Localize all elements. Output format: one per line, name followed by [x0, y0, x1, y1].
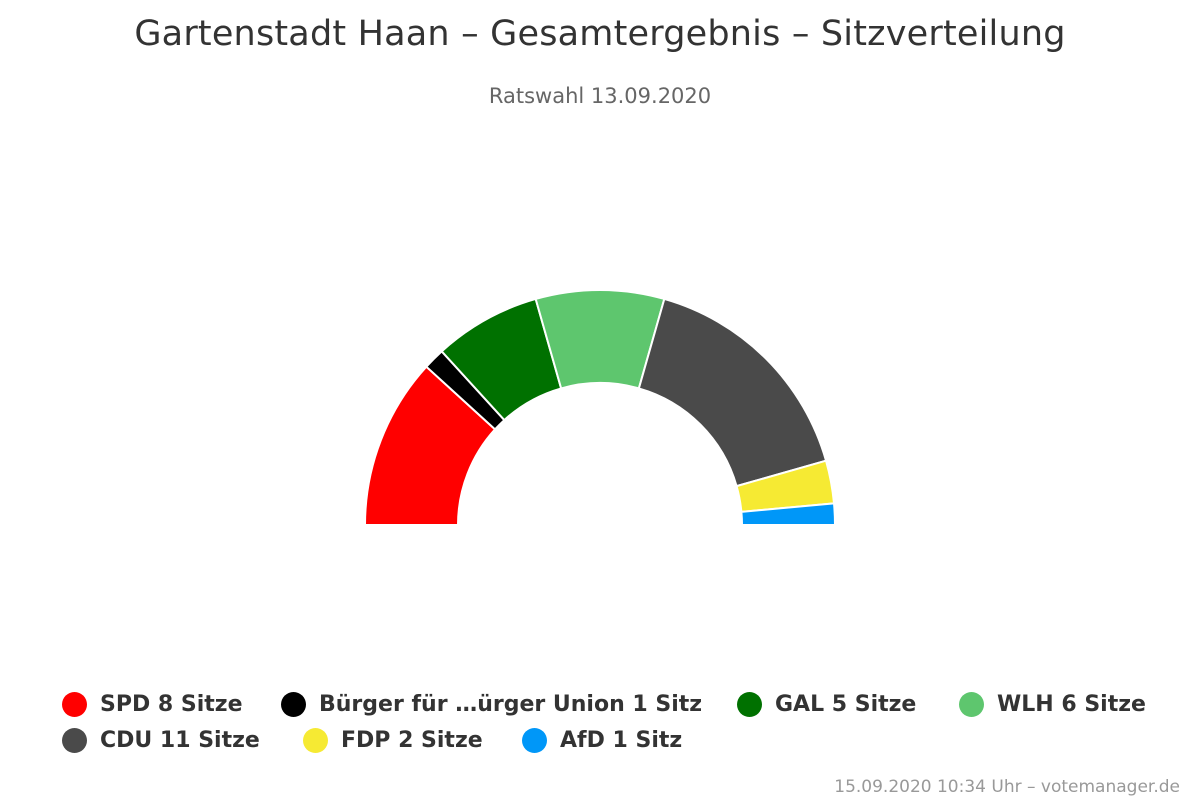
slice-cdu[interactable]	[637, 297, 828, 488]
legend-marker-spd	[62, 691, 87, 717]
legend-marker-wlh	[959, 691, 984, 717]
legend-item-wlh[interactable]: WLH 6 Sitze	[959, 686, 1146, 722]
legend-marker-gal	[737, 691, 762, 717]
legend-label-fdp: FDP 2 Sitze	[341, 727, 483, 753]
legend-marker-cdu	[62, 727, 87, 753]
credits-footer[interactable]: 15.09.2020 10:34 Uhr – votemanager.de	[834, 777, 1180, 797]
chart-subtitle: Ratswahl 13.09.2020	[488, 84, 712, 108]
legend-item-cdu[interactable]: CDU 11 Sitze	[62, 722, 260, 758]
legend-marker-fdp	[303, 727, 328, 753]
legend-item-fdp[interactable]: FDP 2 Sitze	[303, 722, 483, 758]
legend-marker-buerger-union	[281, 691, 306, 717]
legend-label-cdu: CDU 11 Sitze	[100, 727, 260, 753]
legend-label-gal: GAL 5 Sitze	[775, 691, 917, 717]
legend-label-spd: SPD 8 Sitze	[100, 691, 243, 717]
legend-item-afd[interactable]: AfD 1 Sitz	[522, 722, 682, 758]
legend-item-buerger-union[interactable]: Bürger für …ürger Union 1 Sitz	[281, 686, 702, 722]
legend-marker-afd	[522, 727, 547, 753]
legend-label-buerger-union: Bürger für …ürger Union 1 Sitz	[319, 691, 703, 717]
legend-item-spd[interactable]: SPD 8 Sitze	[62, 686, 242, 722]
chart-title: Gartenstadt Haan – Gesamtergebnis – Sitz…	[134, 14, 1066, 54]
legend-label-afd: AfD 1 Sitz	[560, 727, 683, 753]
legend-item-gal[interactable]: GAL 5 Sitze	[737, 686, 916, 722]
legend-label-wlh: WLH 6 Sitze	[997, 691, 1146, 717]
slice-afd[interactable]	[740, 502, 837, 526]
